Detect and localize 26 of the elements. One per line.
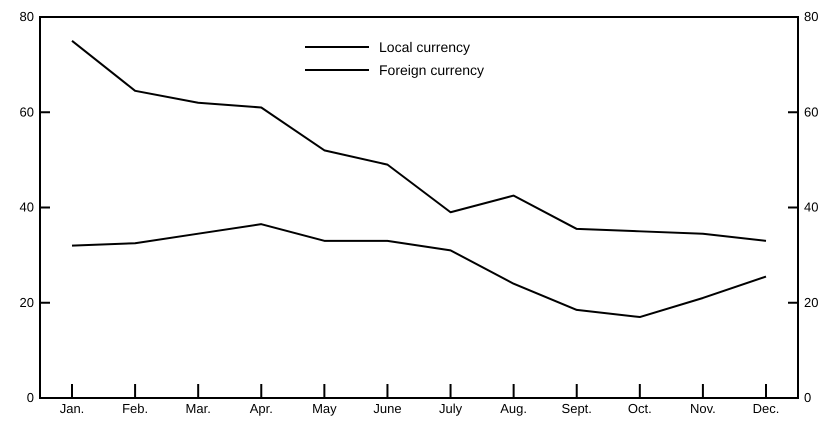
line-series — [71, 40, 767, 242]
y2-tick-label: 0 — [804, 390, 812, 406]
x-tick-label: Oct. — [628, 401, 652, 416]
line-series — [71, 223, 767, 318]
y-tick-label: 0 — [26, 390, 34, 406]
x-tick-label: Mar. — [186, 401, 211, 416]
y-tick-label: 40 — [20, 200, 34, 215]
y-tick-label: 80 — [20, 9, 34, 24]
x-tick-label: Feb. — [122, 401, 148, 416]
y2-tick-label: 20 — [804, 294, 818, 310]
x-tick-label: Nov. — [690, 401, 716, 416]
x-tick-label: Dec. — [752, 401, 780, 416]
y-tick-label: 60 — [20, 104, 34, 120]
x-tick-label: Aug. — [500, 401, 528, 416]
legend-label: Local currency — [379, 39, 470, 55]
x-tick-label: Jan. — [60, 401, 84, 416]
y2-tick-label: 40 — [804, 200, 818, 215]
y-tick-label: 20 — [20, 294, 34, 310]
x-tick-label: Apr. — [250, 401, 273, 416]
x-tick-label: July — [438, 401, 463, 416]
x-tick-label: May — [312, 401, 338, 416]
y2-tick-label: 80 — [804, 9, 818, 24]
x-tick-label: June — [373, 401, 402, 416]
x-tick-label: Sept. — [562, 401, 592, 416]
legend-label: Foreign currency — [379, 62, 484, 78]
y2-tick-label: 60 — [804, 104, 818, 120]
